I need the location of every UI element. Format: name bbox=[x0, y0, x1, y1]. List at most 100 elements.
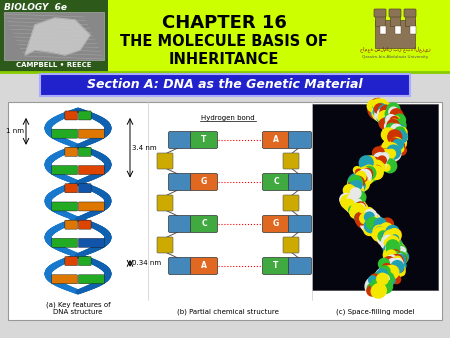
Circle shape bbox=[366, 213, 375, 222]
Circle shape bbox=[364, 224, 375, 236]
Circle shape bbox=[384, 115, 392, 123]
FancyBboxPatch shape bbox=[262, 131, 289, 148]
Circle shape bbox=[389, 254, 404, 268]
Circle shape bbox=[378, 277, 385, 283]
Circle shape bbox=[382, 113, 399, 130]
Circle shape bbox=[354, 206, 367, 218]
Circle shape bbox=[393, 116, 399, 122]
Circle shape bbox=[369, 218, 379, 227]
FancyBboxPatch shape bbox=[262, 173, 289, 191]
Circle shape bbox=[376, 160, 383, 168]
Circle shape bbox=[388, 241, 402, 256]
FancyBboxPatch shape bbox=[78, 147, 91, 156]
Circle shape bbox=[390, 138, 402, 150]
Circle shape bbox=[389, 250, 396, 257]
Circle shape bbox=[360, 175, 367, 182]
Circle shape bbox=[349, 200, 364, 215]
Circle shape bbox=[353, 191, 360, 198]
FancyBboxPatch shape bbox=[52, 238, 77, 247]
Circle shape bbox=[348, 182, 362, 196]
Circle shape bbox=[380, 269, 393, 283]
Circle shape bbox=[353, 204, 365, 217]
Circle shape bbox=[351, 204, 365, 217]
Circle shape bbox=[356, 173, 364, 181]
Circle shape bbox=[370, 221, 389, 240]
Circle shape bbox=[373, 226, 379, 233]
Circle shape bbox=[380, 230, 398, 249]
Circle shape bbox=[387, 155, 394, 162]
Circle shape bbox=[382, 102, 390, 111]
Circle shape bbox=[353, 206, 370, 222]
Circle shape bbox=[396, 247, 405, 256]
Circle shape bbox=[359, 169, 371, 182]
Circle shape bbox=[388, 274, 395, 281]
Circle shape bbox=[387, 242, 406, 261]
Circle shape bbox=[387, 246, 407, 266]
Circle shape bbox=[392, 242, 399, 249]
Circle shape bbox=[388, 244, 405, 262]
FancyBboxPatch shape bbox=[190, 173, 217, 191]
Text: 3.4 nm: 3.4 nm bbox=[132, 145, 157, 151]
Circle shape bbox=[362, 168, 373, 179]
Circle shape bbox=[382, 235, 395, 248]
Circle shape bbox=[367, 166, 374, 173]
Circle shape bbox=[393, 259, 403, 268]
Circle shape bbox=[390, 146, 396, 152]
Circle shape bbox=[374, 225, 388, 239]
Circle shape bbox=[373, 280, 386, 293]
Circle shape bbox=[340, 193, 352, 206]
Circle shape bbox=[374, 231, 384, 241]
Circle shape bbox=[355, 214, 363, 221]
Circle shape bbox=[376, 149, 393, 166]
Circle shape bbox=[351, 181, 361, 190]
Circle shape bbox=[375, 154, 388, 167]
Circle shape bbox=[355, 174, 364, 183]
Circle shape bbox=[367, 286, 377, 296]
Circle shape bbox=[400, 134, 407, 141]
FancyBboxPatch shape bbox=[262, 216, 289, 233]
Circle shape bbox=[368, 172, 374, 178]
Bar bbox=[0, 0, 108, 72]
Circle shape bbox=[356, 203, 365, 213]
Circle shape bbox=[391, 142, 400, 151]
FancyBboxPatch shape bbox=[65, 220, 77, 229]
FancyBboxPatch shape bbox=[65, 184, 77, 193]
Circle shape bbox=[394, 259, 405, 271]
Circle shape bbox=[387, 257, 396, 266]
Circle shape bbox=[398, 255, 406, 263]
Circle shape bbox=[356, 208, 369, 221]
Circle shape bbox=[357, 171, 369, 183]
Circle shape bbox=[346, 187, 356, 196]
Circle shape bbox=[387, 146, 397, 156]
Circle shape bbox=[397, 254, 403, 260]
Circle shape bbox=[388, 122, 404, 138]
Circle shape bbox=[348, 198, 355, 205]
Circle shape bbox=[348, 196, 359, 207]
Text: 1 nm: 1 nm bbox=[6, 128, 24, 135]
Circle shape bbox=[372, 271, 392, 290]
Circle shape bbox=[382, 140, 401, 160]
Circle shape bbox=[365, 215, 375, 224]
Circle shape bbox=[348, 183, 360, 195]
Circle shape bbox=[355, 199, 361, 206]
Circle shape bbox=[362, 166, 376, 180]
Circle shape bbox=[350, 188, 361, 199]
Circle shape bbox=[362, 166, 375, 179]
Circle shape bbox=[346, 191, 359, 203]
Circle shape bbox=[377, 273, 388, 285]
Circle shape bbox=[380, 105, 393, 118]
Circle shape bbox=[356, 173, 367, 185]
Circle shape bbox=[378, 110, 386, 118]
Circle shape bbox=[372, 227, 386, 241]
Circle shape bbox=[362, 165, 375, 178]
Text: CAMPBELL • REECE: CAMPBELL • REECE bbox=[16, 62, 92, 68]
Circle shape bbox=[385, 265, 399, 279]
Circle shape bbox=[387, 131, 396, 141]
Circle shape bbox=[387, 113, 393, 119]
Circle shape bbox=[377, 103, 385, 112]
Circle shape bbox=[355, 208, 377, 229]
Circle shape bbox=[392, 125, 400, 134]
Circle shape bbox=[386, 225, 399, 239]
Bar bbox=[8, 102, 442, 320]
Circle shape bbox=[390, 252, 404, 266]
